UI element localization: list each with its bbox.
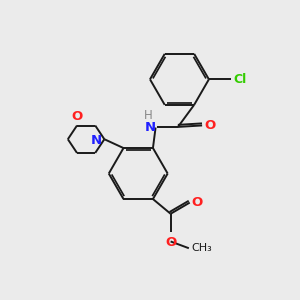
Text: O: O [165,236,176,249]
Text: Cl: Cl [233,73,246,86]
Text: N: N [145,121,156,134]
Text: O: O [192,196,203,209]
Text: N: N [91,134,102,147]
Text: O: O [71,110,82,123]
Text: O: O [205,119,216,132]
Text: CH₃: CH₃ [191,243,212,253]
Text: H: H [144,110,153,122]
